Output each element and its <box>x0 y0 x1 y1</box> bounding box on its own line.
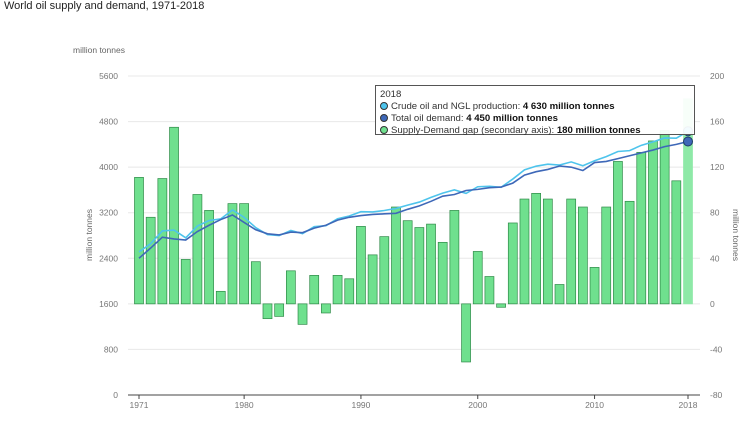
y2-tick-label: 120 <box>710 162 724 172</box>
y2-tick-label: -40 <box>710 344 723 354</box>
gap-bar <box>659 130 670 305</box>
gap-bar <box>391 206 401 305</box>
y-tick-label: 800 <box>104 344 118 354</box>
tooltip-row-demand: Total oil demand: 4 450 million tonnes <box>380 113 690 125</box>
gap-bar <box>262 303 273 320</box>
gap-bar <box>507 222 518 305</box>
x-tick-label: 1971 <box>130 400 149 410</box>
y-tick-label: 0 <box>113 390 118 400</box>
gap-bar <box>613 161 623 305</box>
y2-tick-label: 80 <box>710 208 720 218</box>
gap-bar <box>297 303 308 325</box>
tooltip-row-gap: Supply-Demand gap (secondary axis): 180 … <box>380 125 690 137</box>
tooltip-year: 2018 <box>380 89 402 100</box>
gap-bar <box>239 203 249 305</box>
demand-line <box>138 140 689 259</box>
gap-bar <box>648 140 658 305</box>
gap-bar <box>227 203 238 305</box>
x-tick-label: 1990 <box>351 400 370 410</box>
y-tick-label: 3200 <box>99 208 118 218</box>
gap-bar <box>344 278 355 305</box>
gap-bar <box>566 198 577 305</box>
gap-bar <box>554 284 565 305</box>
tooltip-value: 4 630 million tonnes <box>522 101 615 112</box>
gap-bar <box>624 200 635 305</box>
gap-bar <box>461 303 471 363</box>
gap-bar <box>449 210 460 305</box>
y2-tick-label: 160 <box>710 117 724 127</box>
gap-bar <box>356 226 366 305</box>
gap-bar <box>379 236 390 305</box>
demand-dot-icon <box>380 114 388 122</box>
gap-bar <box>321 303 331 314</box>
y-tick-label: 1600 <box>99 299 118 309</box>
production-dot-icon <box>380 102 388 110</box>
y-tick-label: 5600 <box>99 71 118 81</box>
gap-bar <box>286 270 296 305</box>
y2-tick-label: 200 <box>710 71 724 81</box>
tooltip: 2018 Crude oil and NGL production: 4 630… <box>375 85 695 137</box>
gap-bar <box>519 198 530 305</box>
gap-bar <box>496 303 506 308</box>
gap-dot-icon <box>380 126 388 134</box>
gap-bar <box>472 251 483 305</box>
tooltip-value: 180 million tonnes <box>556 125 641 136</box>
gap-bar <box>204 210 214 305</box>
gap-bar <box>671 180 682 305</box>
gap-bar <box>169 126 179 305</box>
tooltip-label: Total oil demand: <box>391 113 467 124</box>
y2-tick-label: 0 <box>710 299 715 309</box>
gap-bar <box>414 227 425 305</box>
gap-bar <box>250 261 261 305</box>
gap-bar <box>437 241 448 305</box>
gap-bar <box>402 220 413 305</box>
x-tick-label: 2010 <box>585 400 604 410</box>
x-tick-label: 2018 <box>679 400 698 410</box>
gap-bar <box>274 303 285 317</box>
y-tick-label: 2400 <box>99 253 118 263</box>
production-line <box>138 130 689 253</box>
gap-bar <box>145 216 156 305</box>
y-tick-label: 4000 <box>99 162 118 172</box>
gap-bar <box>192 194 203 305</box>
demand-marker <box>683 136 693 147</box>
gap-bar <box>134 177 144 305</box>
gap-bar <box>484 276 495 305</box>
tooltip-label: Crude oil and NGL production: <box>391 101 523 112</box>
gap-bar <box>367 254 378 305</box>
unit-label: million tonnes <box>73 45 125 55</box>
chart-title: World oil supply and demand, 1971-2018 <box>4 0 205 12</box>
y-axis-label: million tonnes <box>84 209 94 261</box>
y2-tick-label: -80 <box>710 390 723 400</box>
gap-bar <box>180 259 191 305</box>
gap-bar <box>601 206 612 305</box>
x-tick-label: 1980 <box>235 400 254 410</box>
gap-bar <box>531 192 541 305</box>
gap-bar <box>332 275 343 305</box>
y-tick-label: 4800 <box>99 117 118 127</box>
tooltip-value: 4 450 million tonnes <box>466 113 558 124</box>
gap-bar <box>578 206 588 305</box>
x-tick-label: 2000 <box>468 400 487 410</box>
y2-tick-label: 40 <box>710 253 720 263</box>
gap-bar <box>589 267 600 305</box>
gap-bar <box>309 275 320 305</box>
gap-bar <box>636 151 647 305</box>
y2-axis-label: million tonnes <box>731 209 741 261</box>
gap-bar <box>542 198 553 305</box>
tooltip-row-production: Crude oil and NGL production: 4 630 mill… <box>380 101 690 113</box>
gap-bar <box>215 290 226 305</box>
gap-bar <box>426 223 436 305</box>
tooltip-label: Supply-Demand gap (secondary axis): <box>391 125 557 136</box>
